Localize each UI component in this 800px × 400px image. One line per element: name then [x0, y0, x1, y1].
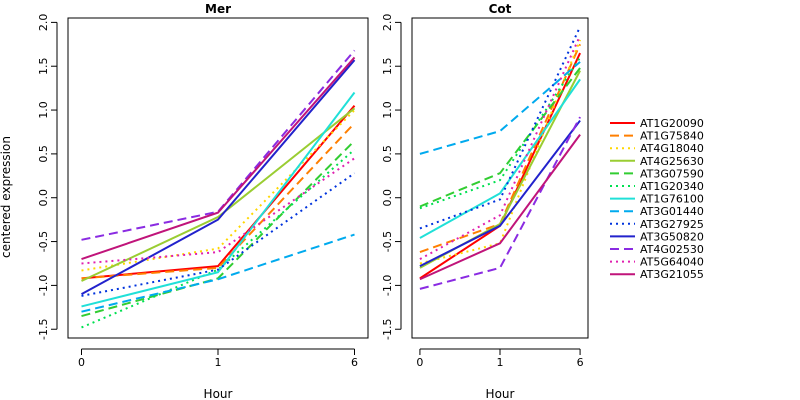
- legend-label: AT4G18040: [640, 142, 704, 155]
- series-line-at4g25630: [419, 70, 581, 269]
- series-line-at1g20340: [81, 148, 356, 329]
- series-line-at1g76100: [81, 91, 356, 308]
- y-axis-title-group: centered expression: [0, 136, 13, 258]
- series-line-at3g27925: [419, 26, 581, 230]
- y-tick-label: 1.0: [381, 101, 394, 119]
- y-tick-label: -1.5: [381, 318, 394, 339]
- series-line-at1g20340: [419, 56, 581, 210]
- panel-cot: Cot -1.5 -1.0 -0.5 0.0 0.5 1.0 1.5 2.0 0 1 6 Hour: [381, 2, 589, 400]
- x-tick-label: 1: [215, 356, 222, 369]
- x-tick-label: 0: [78, 356, 85, 369]
- series-line-at4g02530: [81, 49, 356, 241]
- y-tick-label: -1.5: [37, 318, 50, 339]
- series-line-at4g18040: [419, 39, 582, 265]
- y-tick-label: -0.5: [37, 231, 50, 252]
- legend-label: AT1G76100: [640, 193, 704, 206]
- y-tick-label: 1.0: [37, 101, 50, 119]
- series-line-at1g75840: [419, 43, 581, 254]
- x-axis-title: Hour: [486, 387, 515, 400]
- legend-label: AT4G25630: [640, 155, 704, 168]
- series-line-at5g64040: [419, 35, 581, 260]
- series-line-at3g01440: [419, 61, 581, 155]
- plot-frame: [411, 17, 589, 339]
- series-line-at3g21055: [419, 134, 581, 281]
- legend-label: AT3G21055: [640, 268, 704, 281]
- series-line-at4g18040: [81, 109, 356, 272]
- series-line-at3g07590: [419, 67, 581, 208]
- y-tick-label: 0.5: [381, 145, 394, 163]
- y-tick-label: 1.5: [37, 57, 50, 75]
- legend-label: AT3G01440: [640, 205, 704, 218]
- legend: AT1G20090AT1G75840AT4G18040AT4G25630AT3G…: [610, 117, 704, 281]
- x-tick-label: 0: [416, 356, 423, 369]
- series-line-at3g07590: [81, 140, 356, 318]
- x-tick-label: 6: [577, 356, 584, 369]
- legend-label: AT3G27925: [640, 218, 704, 231]
- legend-label: AT1G75840: [640, 130, 704, 143]
- y-tick-label: 1.5: [381, 57, 394, 75]
- series-line-at4g25630: [81, 107, 356, 282]
- y-axis-title: centered expression: [0, 136, 13, 258]
- legend-label: AT5G64040: [640, 256, 704, 269]
- y-tick-label: 2.0: [37, 14, 50, 32]
- legend-label: AT1G20340: [640, 180, 704, 193]
- x-tick-label: 1: [497, 356, 504, 369]
- series-line-at4g02530: [419, 116, 581, 290]
- y-tick-label: 0.0: [381, 189, 394, 207]
- x-tick-label: 6: [351, 356, 358, 369]
- legend-label: AT3G50820: [640, 230, 704, 243]
- series-line-at3g50820: [81, 59, 356, 296]
- legend-label: AT3G07590: [640, 167, 704, 180]
- series-line-at1g20090: [81, 105, 356, 280]
- panel-mer: Mer -1.5 -1.0 -0.5 0.0 0.5 1.0 1.5 2.0 0 1 6 Hour: [37, 2, 369, 400]
- y-tick-label: -1.0: [37, 275, 50, 296]
- y-tick-label: 0.0: [37, 189, 50, 207]
- series-line-at3g01440: [81, 233, 355, 313]
- series-line-at3g27925: [81, 172, 356, 297]
- x-axis-title: Hour: [204, 387, 233, 400]
- series-line-at1g75840: [81, 122, 356, 280]
- y-tick-label: -1.0: [381, 275, 394, 296]
- legend-label: AT1G20090: [640, 117, 704, 130]
- panel-title: Cot: [489, 2, 512, 16]
- y-tick-label: -0.5: [381, 231, 394, 252]
- plot-frame: [67, 17, 369, 339]
- series-line-at3g21055: [81, 56, 356, 261]
- series-line-at3g50820: [419, 119, 581, 268]
- panels: Mer-1.5-1.0-0.50.00.51.01.52.00 1 6HourCot…: [37, 2, 589, 400]
- y-tick-label: 2.0: [381, 14, 394, 32]
- series-line-at1g76100: [419, 78, 581, 239]
- y-tick-label: 0.5: [37, 145, 50, 163]
- panel-title: Mer: [205, 2, 231, 16]
- legend-label: AT4G02530: [640, 243, 704, 256]
- series-line-at5g64040: [81, 157, 356, 265]
